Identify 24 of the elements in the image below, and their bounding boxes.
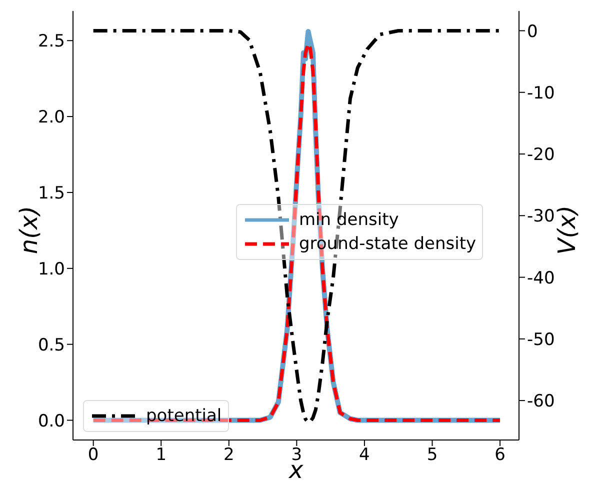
legend-label: min density: [299, 209, 399, 232]
x-tick-label: 5: [426, 445, 438, 466]
x-tick-label: 0: [88, 445, 99, 466]
y-tick-label: 0.5: [38, 335, 65, 356]
y2-tick-label: -20: [527, 145, 555, 166]
legend-label: potential: [146, 405, 222, 428]
y-tick-label: 1.0: [38, 259, 65, 280]
y-tick-label: 2.5: [38, 32, 65, 52]
x-tick-label: 2: [223, 445, 234, 466]
y2-tick-label: -30: [527, 206, 555, 227]
y-tick-label: 2.0: [38, 108, 65, 128]
legend-label: ground-state density: [299, 233, 476, 256]
y2-tick-label: -10: [527, 83, 555, 104]
y-axis-title: n(x): [14, 206, 43, 254]
y2-axis-title: V(x): [552, 205, 581, 255]
x-tick-label: 1: [156, 445, 167, 466]
y2-tick-label: -40: [527, 268, 555, 288]
y2-tick-label: 0: [527, 22, 538, 42]
y2-tick-label: -60: [527, 392, 555, 412]
y-tick-label: 1.5: [38, 184, 65, 204]
x-tick-label: 4: [359, 445, 370, 466]
y2-tick-label: -50: [527, 330, 555, 350]
y-tick-label: 0.0: [38, 411, 65, 432]
x-tick-label: 6: [494, 445, 506, 466]
